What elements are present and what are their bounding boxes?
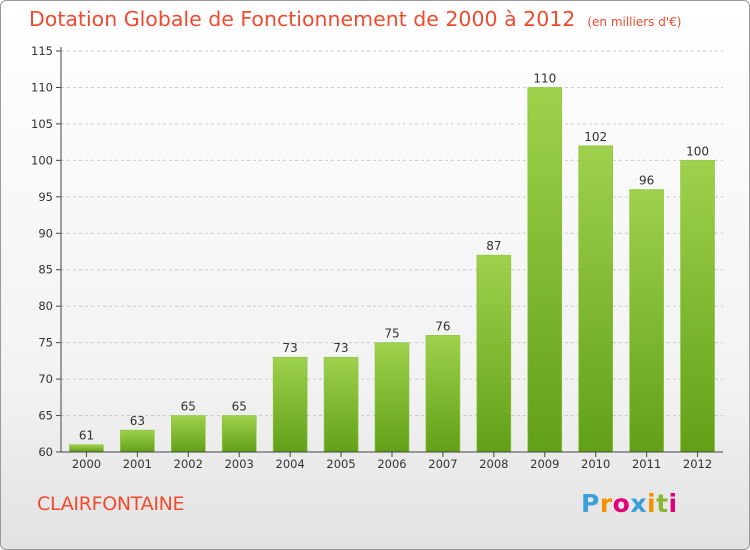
data-label-2004: 73 [283,341,298,355]
y-tick-label: 95 [38,190,53,204]
data-label-2002: 65 [181,400,196,414]
x-tick-label-2010: 2010 [581,457,610,471]
y-tick-label: 115 [31,44,53,58]
bar-2003 [221,415,257,453]
x-tick-label-2007: 2007 [428,457,457,471]
logo-letter: i [647,489,657,518]
bar-2005 [323,356,359,453]
logo-letter: r [599,489,613,518]
proxiti-logo: Proxiti [581,489,678,518]
x-tick-label-2002: 2002 [174,457,203,471]
x-tick-label-2005: 2005 [326,457,355,471]
bar-2012 [680,160,715,453]
x-tick-label-2012: 2012 [683,457,712,471]
x-tick-label-2008: 2008 [479,457,508,471]
data-label-2005: 73 [333,341,348,355]
bar-2008 [476,254,512,453]
y-tick-label: 60 [38,445,53,459]
y-tick-label: 75 [38,336,53,350]
axes: 60 65 70 75 80 85 90 95 100 105 110 115 2000 2001 2002… [31,44,723,471]
data-label-2006: 75 [384,327,399,341]
chart-subtitle: (en milliers d'€) [587,15,682,29]
x-tick-label-2006: 2006 [377,457,406,471]
x-tick-label-2000: 2000 [72,457,101,471]
y-tick-label: 100 [31,153,53,167]
data-label-2001: 63 [130,414,145,428]
data-label-2008: 87 [486,239,501,253]
data-label-2011: 96 [639,174,654,188]
logo-letter: i [668,489,678,518]
chart-title: Dotation Globale de Fonctionnement de 20… [29,7,681,31]
logo-letter: P [581,489,600,518]
bar-2000 [69,444,104,453]
data-label-2012: 100 [686,144,709,158]
y-tick-label: 105 [31,117,53,131]
y-tick-label: 65 [38,409,53,423]
logo-letter: o [612,489,631,518]
bar-2001 [120,429,155,453]
bars: 61 63 65 65 73 73 75 76 87 110 102 96 100 [69,71,715,453]
y-tick-label: 80 [38,299,53,313]
bar-2002 [171,415,206,453]
bar-2004 [272,356,308,453]
bar-2006 [374,342,410,453]
bar-2009 [527,87,563,453]
y-tick-label: 90 [38,226,53,240]
data-label-2010: 102 [584,130,607,144]
x-tick-label-2011: 2011 [632,457,661,471]
x-tick-label-2001: 2001 [123,457,152,471]
data-label-2000: 61 [79,429,94,443]
data-label-2003: 65 [232,400,247,414]
y-tick-label: 70 [38,372,53,386]
commune-name: CLAIRFONTAINE [37,493,185,515]
bar-2011 [629,189,664,453]
bar-2007 [425,335,461,453]
bar-2010 [578,145,613,453]
chart-title-text: Dotation Globale de Fonctionnement de 20… [29,7,576,31]
x-tick-label-2003: 2003 [225,457,254,471]
data-label-2009: 110 [533,71,556,85]
y-tick-label: 110 [31,80,53,94]
data-label-2007: 76 [435,319,450,333]
y-tick-label: 85 [38,263,53,277]
x-tick-label-2009: 2009 [530,457,559,471]
x-tick-label-2004: 2004 [276,457,305,471]
logo-letter: t [656,489,669,518]
logo-letter: x [630,489,647,518]
